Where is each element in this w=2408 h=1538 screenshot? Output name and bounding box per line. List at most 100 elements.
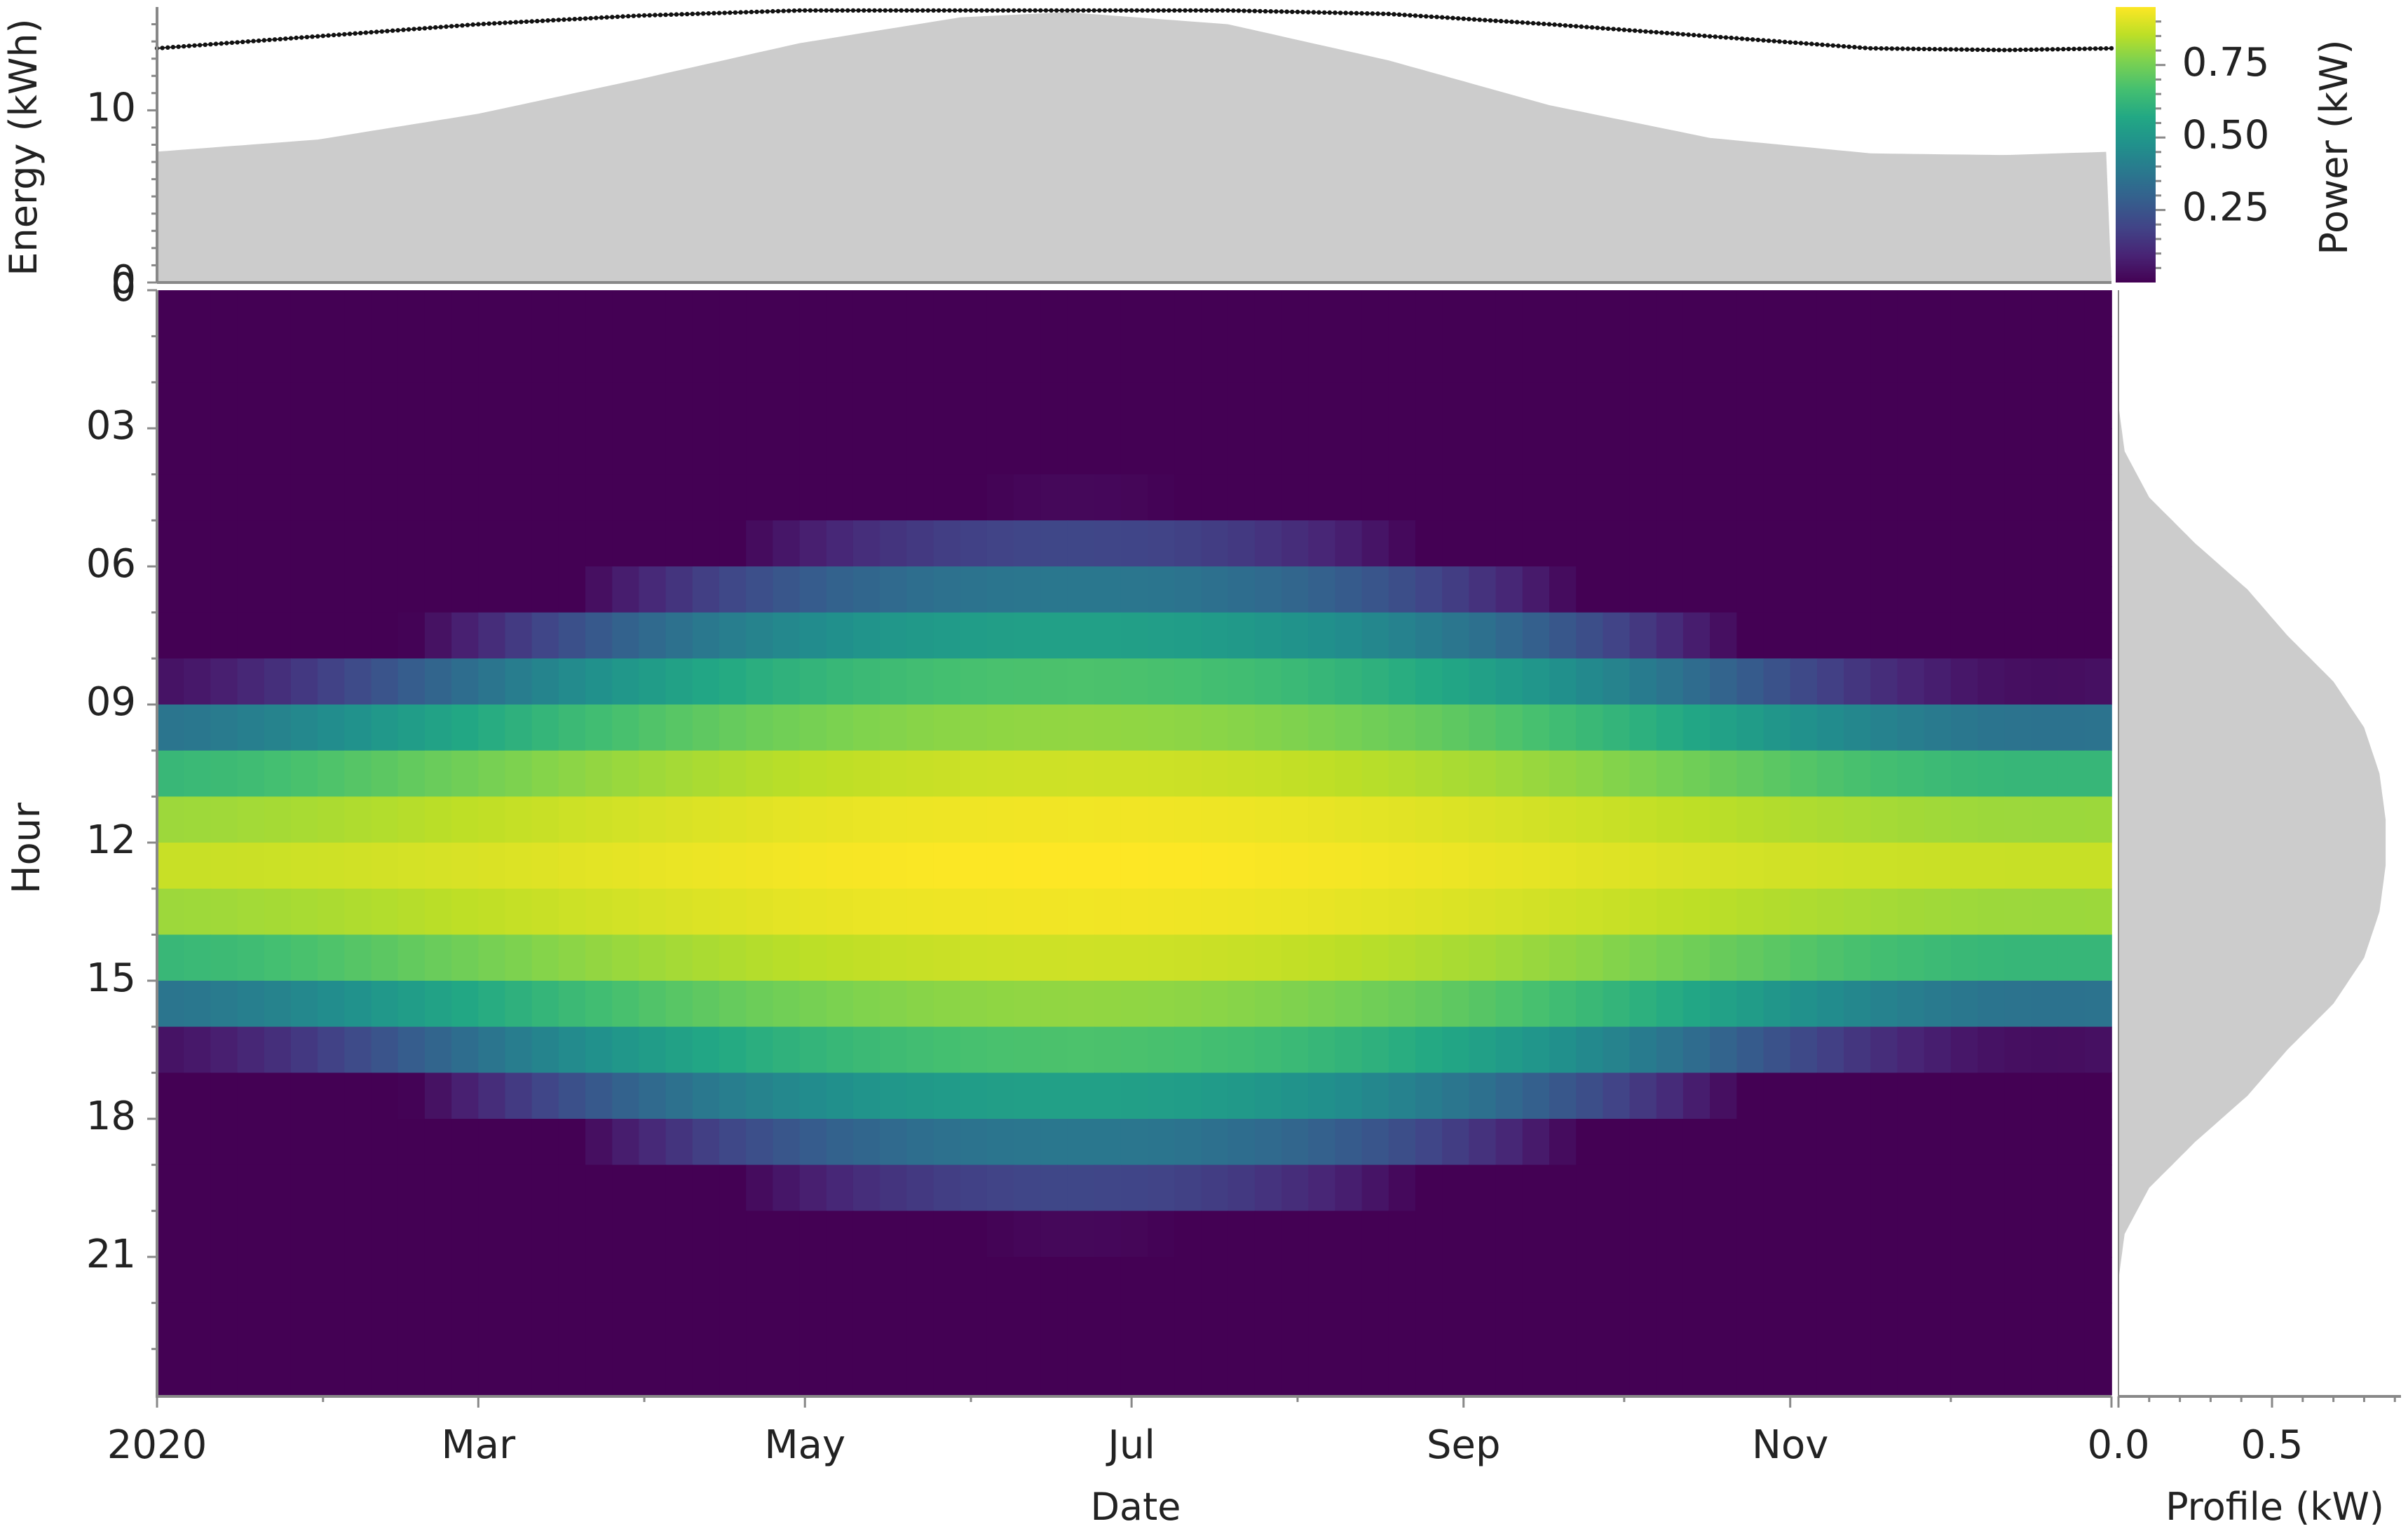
- heatmap-cell: [585, 474, 613, 521]
- heatmap-cell: [1870, 1257, 1898, 1304]
- heatmap-cell: [371, 1164, 399, 1211]
- heatmap-cell: [2031, 474, 2059, 521]
- heatmap-cell: [371, 1073, 399, 1120]
- heatmap-cell: [585, 612, 613, 659]
- heatmap-cell: [1897, 888, 1925, 935]
- heatmap-cell: [184, 1302, 212, 1349]
- heatmap-cell: [1120, 1164, 1148, 1211]
- heatmap-cell: [2084, 796, 2112, 843]
- heatmap-cell: [1308, 981, 1336, 1028]
- heatmap-cell: [478, 1026, 506, 1073]
- heatmap-cell: [773, 520, 801, 567]
- heatmap-cell: [237, 1349, 265, 1396]
- heatmap-cell: [1094, 612, 1122, 659]
- heatmap-cell: [478, 336, 506, 383]
- heatmap-cell: [852, 336, 880, 383]
- x-tick-label: Mar: [441, 1422, 516, 1468]
- heatmap-cell: [933, 428, 961, 475]
- heatmap-cell: [826, 705, 854, 751]
- heatmap-cell: [1415, 612, 1443, 659]
- heatmap-cell: [746, 382, 774, 429]
- heatmap-cell: [585, 1302, 613, 1349]
- heatmap-cell: [2004, 1164, 2032, 1211]
- heatmap-cell: [2031, 382, 2059, 429]
- heatmap-cell: [558, 382, 586, 429]
- heatmap-cell: [1120, 658, 1148, 705]
- heatmap-cell: [933, 1349, 961, 1396]
- heatmap-cell: [1040, 888, 1068, 935]
- heatmap-cell: [1415, 1073, 1443, 1120]
- heatmap-cell: [1844, 843, 1872, 890]
- heatmap-cell: [1522, 1073, 1550, 1120]
- heatmap-cell: [612, 1302, 640, 1349]
- heatmap-cell: [880, 428, 908, 475]
- heatmap-cell: [1469, 981, 1497, 1028]
- heatmap-cell: [264, 934, 292, 981]
- heatmap-cell: [1844, 1073, 1872, 1120]
- heatmap-cell: [692, 1349, 720, 1396]
- heatmap-cell: [826, 566, 854, 613]
- heatmap-cell: [210, 1026, 238, 1073]
- heatmap-cell: [906, 520, 934, 567]
- heatmap-cell: [746, 428, 774, 475]
- heatmap-cell: [505, 520, 533, 567]
- heatmap-cell: [1656, 981, 1684, 1028]
- heatmap-cell: [1308, 290, 1336, 337]
- heatmap-cell: [719, 382, 747, 429]
- heatmap-cell: [397, 888, 426, 935]
- heatmap-cell: [1629, 843, 1657, 890]
- heatmap-cell: [880, 382, 908, 429]
- heatmap-cell: [906, 1257, 934, 1304]
- heatmap-cell: [531, 1349, 559, 1396]
- heatmap-cell: [852, 750, 880, 797]
- heatmap-cell: [424, 888, 452, 935]
- heatmap-cell: [906, 1026, 934, 1073]
- heatmap-cell: [1629, 1164, 1657, 1211]
- heatmap-cell: [1040, 382, 1068, 429]
- heatmap-cell: [1254, 658, 1282, 705]
- heatmap-cell: [612, 428, 640, 475]
- heatmap-cell: [1442, 796, 1470, 843]
- heatmap-cell: [1844, 566, 1872, 613]
- heatmap-cell: [1469, 1349, 1497, 1396]
- heatmap-cell: [397, 750, 426, 797]
- heatmap-cell: [1603, 981, 1631, 1028]
- heatmap-cell: [585, 428, 613, 475]
- heatmap-cell: [1790, 1211, 1818, 1258]
- heatmap-cell: [344, 1164, 372, 1211]
- heatmap-cell: [960, 566, 988, 613]
- heatmap-cell: [1576, 1073, 1604, 1120]
- heatmap-cell: [1629, 981, 1657, 1028]
- heatmap-cell: [719, 1164, 747, 1211]
- heatmap-cell: [451, 474, 479, 521]
- heatmap-cell: [1870, 796, 1898, 843]
- heatmap-cell: [451, 658, 479, 705]
- heatmap-cell: [1308, 612, 1336, 659]
- heatmap-cell: [692, 705, 720, 751]
- heatmap-cell: [1710, 520, 1738, 567]
- heatmap-cell: [1148, 888, 1176, 935]
- heatmap-cell: [1254, 934, 1282, 981]
- heatmap-cell: [1790, 336, 1818, 383]
- heatmap-cell: [1040, 1073, 1068, 1120]
- heatmap-cell: [746, 1073, 774, 1120]
- heatmap-cell: [746, 750, 774, 797]
- heatmap-cell: [852, 520, 880, 567]
- heatmap-cell: [531, 750, 559, 797]
- heatmap-cell: [1174, 336, 1202, 383]
- heatmap-cell: [505, 1349, 533, 1396]
- heatmap-cell: [1897, 934, 1925, 981]
- heatmap-cell: [639, 612, 667, 659]
- heatmap-cell: [933, 1302, 961, 1349]
- heatmap-cell: [237, 1257, 265, 1304]
- heatmap-cell: [852, 382, 880, 429]
- heatmap-cell: [1361, 520, 1389, 567]
- heatmap-cell: [1094, 843, 1122, 890]
- heatmap-cell: [826, 474, 854, 521]
- heatmap-cell: [906, 1073, 934, 1120]
- heatmap-cell: [344, 336, 372, 383]
- heatmap-cell: [665, 1257, 693, 1304]
- heatmap-cell: [558, 658, 586, 705]
- heatmap-cell: [1388, 705, 1416, 751]
- heatmap-cell: [1067, 290, 1095, 337]
